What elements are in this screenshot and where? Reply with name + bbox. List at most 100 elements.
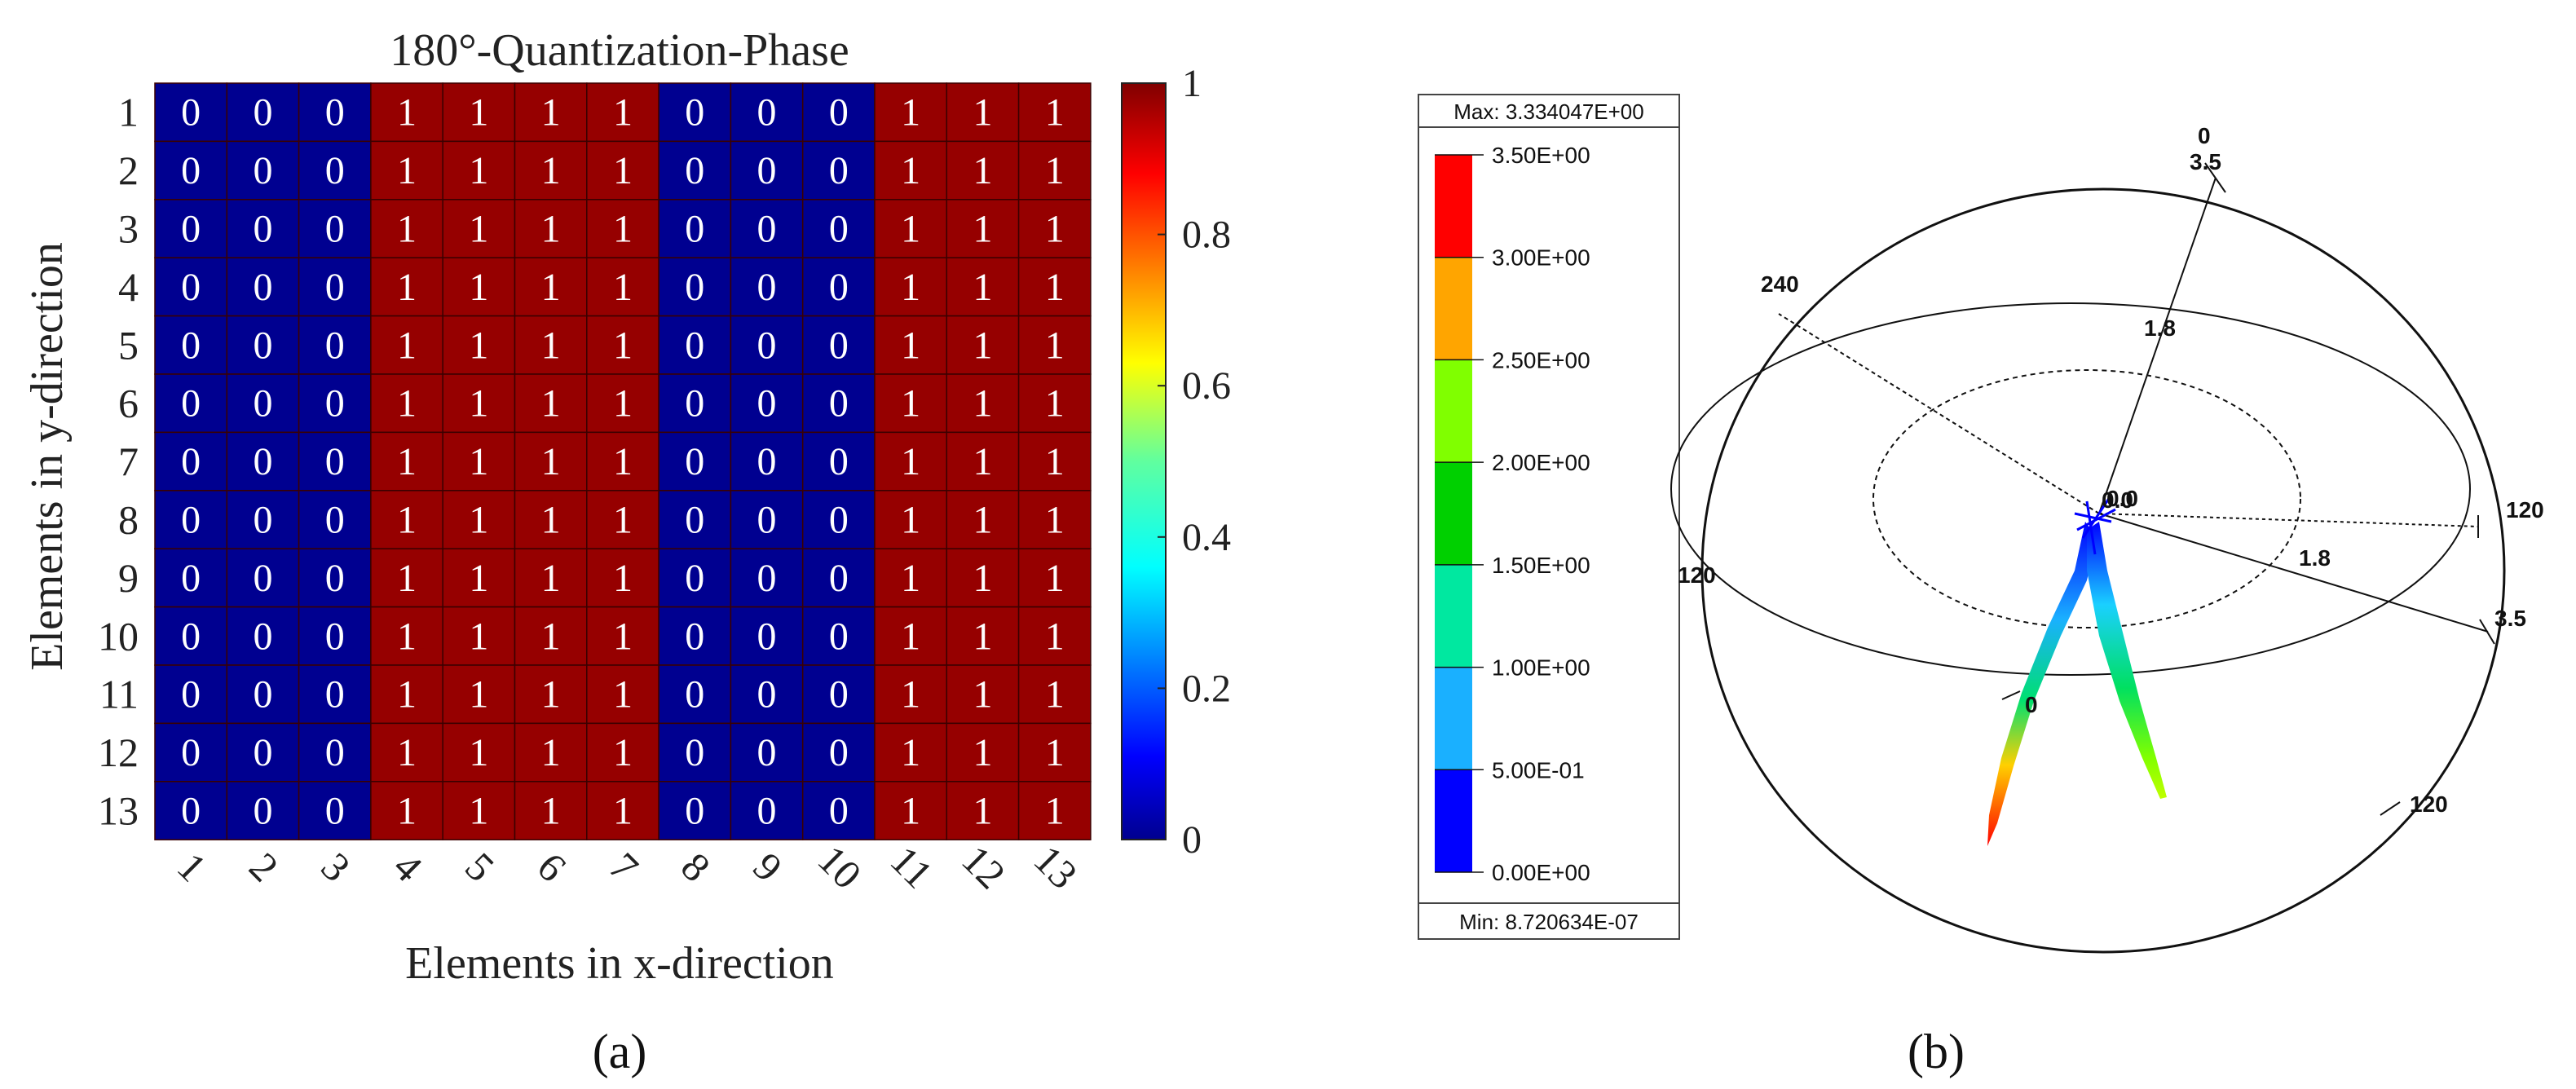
legend-swatch [1435,667,1472,770]
heatmap-cell-value: 1 [901,557,920,600]
label-top-radius: 3.5 [2190,149,2221,174]
heatmap-cell-value: 1 [1045,208,1065,251]
heatmap-cell-value: 0 [757,615,777,658]
heatmap-cell-value: 1 [901,615,920,658]
heatmap-cell-value: 1 [613,382,633,425]
heatmap-cell [370,431,443,492]
heatmap-cell-value: 0 [181,91,201,134]
heatmap-cell [1017,431,1092,492]
heatmap-cell [514,490,588,549]
label-bottom-angle: 120 [2410,791,2448,817]
y-tick-label: 10 [98,613,139,659]
legend-swatch [1435,564,1472,668]
heatmap-cell [442,373,516,434]
heatmap-cell-value: 1 [901,673,920,716]
heatmap-cell [514,82,588,143]
heatmap-cell [946,606,1020,666]
heatmap-cell-value: 0 [325,208,345,251]
heatmap-cell [1017,315,1092,375]
heatmap-cell-value: 1 [469,440,488,483]
heatmap-cell-value: 0 [253,790,272,833]
heatmap-cell-value: 1 [973,149,992,192]
label-right-angle: 120 [2506,497,2544,522]
y-tick-label: 9 [118,555,139,601]
heatmap-cell-value: 1 [469,149,488,192]
heatmap-cell [730,315,804,375]
heatmap-cell [874,373,948,434]
legend-label: 5.00E-01 [1492,757,1585,783]
heatmap-cell [946,315,1020,375]
label-right-radius-mid: 1.8 [2299,545,2331,571]
y-tick-label: 13 [98,788,139,834]
heatmap-cell-value: 0 [757,324,777,367]
heatmap-cell [586,722,659,783]
heatmap-cell [874,781,948,840]
heatmap-cell [658,781,732,840]
heatmap-cell [370,548,443,608]
heatmap-cell [370,781,443,840]
legend-swatches [1435,155,1472,872]
heatmap-cell-value: 0 [757,557,777,600]
legend-swatch [1435,359,1472,463]
heatmap-cell [514,140,588,201]
heatmap-cell-value: 1 [1045,557,1065,600]
heatmap-cell-value: 0 [685,266,704,309]
heatmap-cell [801,373,876,434]
heatmap-cell-value: 1 [1045,615,1065,658]
colorbar-tick-label: 0 [1182,818,1202,862]
heatmap-cell [226,722,300,783]
heatmap-cell-value: 0 [757,499,777,542]
x-tick-label: 7 [601,844,647,890]
heatmap-title: 180°-Quantization-Phase [390,25,849,76]
heatmap-cell-value: 0 [829,790,849,833]
heatmap-cell-value: 1 [973,499,992,542]
heatmap-cell [658,373,732,434]
heatmap-cell-value: 0 [685,673,704,716]
heatmap-cell-value: 0 [685,790,704,833]
heatmap-cell-value: 0 [325,266,345,309]
heatmap-cell-value: 0 [325,790,345,833]
heatmap-cell-value: 0 [253,440,272,483]
heatmap-cell [946,781,1020,840]
label-center-b: 0.0 [2106,486,2138,511]
heatmap-cell-value: 1 [469,731,488,774]
heatmap-cell-value: 1 [469,615,488,658]
heatmap-cell [874,548,948,608]
heatmap-cell-value: 0 [325,324,345,367]
heatmap-cell-value: 0 [685,499,704,542]
heatmap-cell [1017,490,1092,549]
heatmap-cell-value: 1 [469,673,488,716]
heatmap-cell [298,722,372,783]
heatmap-cell [154,140,228,201]
heatmap-cell-value: 1 [469,208,488,251]
heatmap-cell-value: 1 [973,91,992,134]
heatmap-cell-value: 1 [901,731,920,774]
heatmap-cell-value: 1 [1045,731,1065,774]
legend-label: 1.00E+00 [1492,655,1590,681]
heatmap-cell [801,606,876,666]
heatmap-cell-value: 1 [541,731,561,774]
colorbar-tick-label: 1 [1182,62,1202,105]
legend-label: 0.00E+00 [1492,860,1590,885]
y-tick-label: 1 [118,90,139,135]
heatmap-cell-value: 1 [613,149,633,192]
heatmap-cell-value: 1 [901,382,920,425]
legend-swatch [1435,769,1472,872]
heatmap-cell [658,257,732,317]
heatmap-cell-value: 1 [469,324,488,367]
heatmap-cell [226,199,300,258]
heatmap-cell-value: 1 [1045,790,1065,833]
heatmap-cell-value: 1 [613,615,633,658]
heatmap-cell-value: 0 [757,266,777,309]
heatmap-cell [1017,257,1092,317]
heatmap-cell-value: 1 [1045,266,1065,309]
x-tick-label: 11 [882,837,942,897]
heatmap-cell-value: 0 [253,324,272,367]
heatmap-cell-value: 1 [469,266,488,309]
colorbar-tick-label: 0.8 [1182,214,1231,257]
heatmap-cell [514,548,588,608]
x-tick-label: 5 [457,844,503,890]
sphere-outline [1700,187,2506,954]
